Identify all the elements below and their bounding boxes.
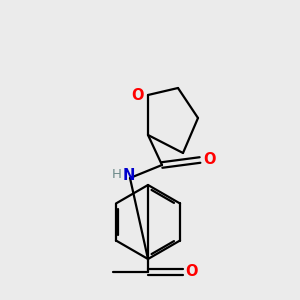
Text: O: O — [186, 265, 198, 280]
Text: H: H — [112, 169, 122, 182]
Text: O: O — [132, 88, 144, 103]
Text: N: N — [123, 167, 135, 182]
Text: O: O — [203, 152, 215, 167]
